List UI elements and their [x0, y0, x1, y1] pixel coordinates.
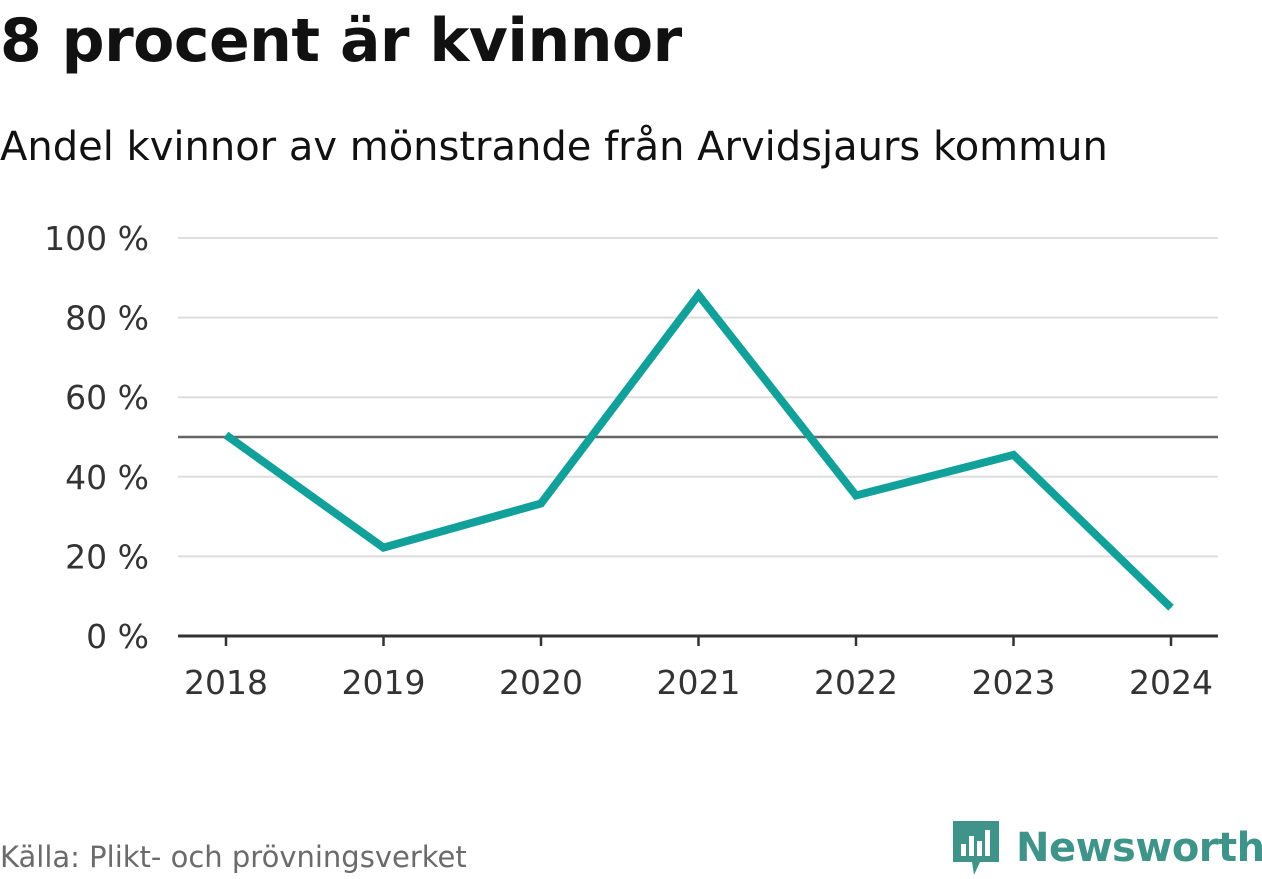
x-tick-label: 2022 [814, 663, 898, 702]
x-tick-label: 2023 [972, 663, 1056, 702]
y-tick-label: 0 % [86, 617, 149, 656]
chart-title: 8 procent är kvinnor [0, 6, 682, 76]
brand-name: Newsworthy [1016, 825, 1262, 871]
data-line [223, 288, 1174, 611]
bar-chart-badge-icon [953, 821, 999, 875]
y-tick-label: 20 % [65, 537, 149, 576]
data-point [540, 502, 542, 504]
x-tick-label: 2019 [342, 663, 426, 702]
source-note: Källa: Plikt- och prövningsverket [0, 840, 467, 874]
data-point [383, 547, 384, 549]
brand-logo: Newsworthy [950, 818, 1262, 878]
y-tick-label: 40 % [65, 458, 149, 497]
data-point [1170, 607, 1172, 609]
y-tick-label: 100 % [44, 219, 149, 258]
data-point [855, 495, 857, 497]
data-point [698, 294, 699, 296]
data-point [1013, 454, 1014, 456]
y-tick-label: 60 % [65, 378, 149, 417]
x-tick-label: 2020 [499, 663, 583, 702]
chart-subtitle: Andel kvinnor av mönstrande från Arvidsj… [0, 124, 1108, 170]
data-point [225, 434, 227, 436]
x-tick-label: 2024 [1129, 663, 1213, 702]
x-tick-label: 2018 [184, 663, 268, 702]
y-tick-label: 80 % [65, 299, 149, 338]
x-tick-label: 2021 [657, 663, 741, 702]
